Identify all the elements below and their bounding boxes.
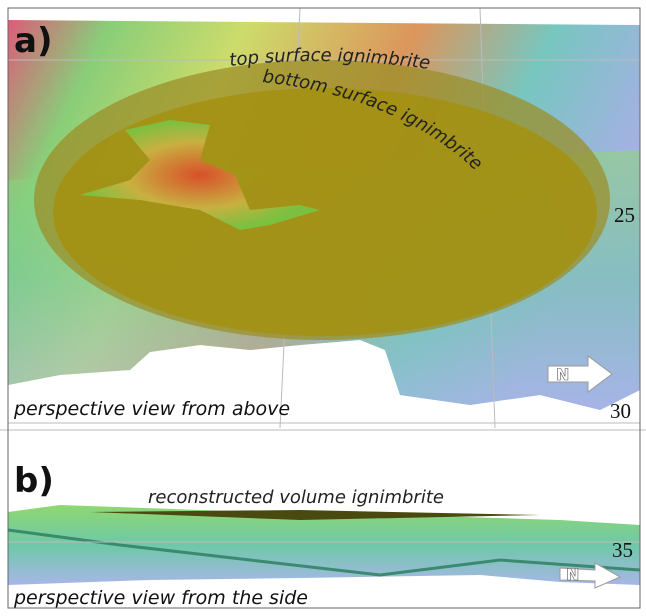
frame <box>7 7 641 609</box>
north-label: N <box>556 365 569 384</box>
north-arrow <box>559 562 622 589</box>
hill <box>80 120 320 230</box>
volume <box>90 510 540 520</box>
caption: perspective view from above <box>13 398 290 420</box>
bottom-surface <box>53 88 597 336</box>
panel-b: b) reconstructed volume ignimbrite 35 N … <box>0 429 646 609</box>
north-label: N <box>566 565 579 584</box>
tick-label: 25 <box>614 203 635 227</box>
terrain <box>8 505 640 585</box>
caption: perspective view from the side <box>13 587 308 609</box>
surface-label: reconstructed volume ignimbrite <box>148 487 444 508</box>
panel-a: top surface ignimbrite bottom surface ig… <box>8 7 640 429</box>
panel-label: a) <box>14 21 52 61</box>
tick-label: 30 <box>610 399 631 423</box>
north-arrow <box>547 355 613 393</box>
panel-label: b) <box>14 461 54 501</box>
tick-label: 35 <box>612 538 633 562</box>
